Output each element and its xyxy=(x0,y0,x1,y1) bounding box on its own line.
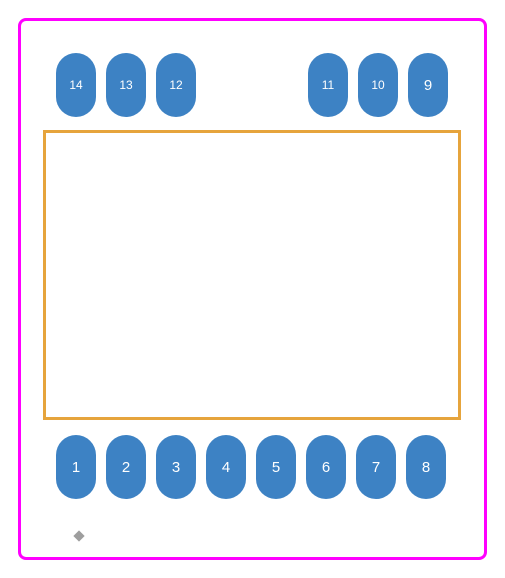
pad-label: 2 xyxy=(122,459,130,476)
pad-10: 10 xyxy=(358,53,398,117)
pad-7: 7 xyxy=(356,435,396,499)
pad-label: 13 xyxy=(119,78,132,92)
chip-body xyxy=(43,130,461,420)
pad-label: 8 xyxy=(422,459,430,476)
pad-1: 1 xyxy=(56,435,96,499)
pad-label: 11 xyxy=(322,78,334,92)
pad-label: 4 xyxy=(222,459,230,476)
pad-13: 13 xyxy=(106,53,146,117)
pad-11: 11 xyxy=(308,53,348,117)
pad-label: 3 xyxy=(172,459,180,476)
pad-2: 2 xyxy=(106,435,146,499)
pad-8: 8 xyxy=(406,435,446,499)
pad-label: 12 xyxy=(169,78,182,92)
pad-label: 1 xyxy=(72,459,80,476)
pad-3: 3 xyxy=(156,435,196,499)
pad-label: 9 xyxy=(424,77,432,94)
pad-4: 4 xyxy=(206,435,246,499)
pad-9: 9 xyxy=(408,53,448,117)
pad-12: 12 xyxy=(156,53,196,117)
pad-label: 6 xyxy=(322,459,330,476)
pad-5: 5 xyxy=(256,435,296,499)
pad-label: 5 xyxy=(272,459,280,476)
pad-label: 14 xyxy=(69,78,82,92)
pad-label: 10 xyxy=(371,78,384,92)
pad-6: 6 xyxy=(306,435,346,499)
pad-14: 14 xyxy=(56,53,96,117)
pad-label: 7 xyxy=(372,459,380,476)
